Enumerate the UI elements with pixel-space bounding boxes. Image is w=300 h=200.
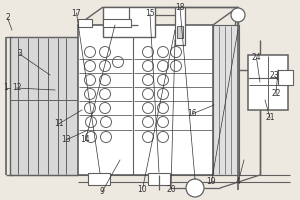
Text: 19: 19 <box>207 178 216 186</box>
Text: 4: 4 <box>236 176 241 186</box>
Text: 16: 16 <box>187 110 197 118</box>
Text: 22: 22 <box>271 90 281 98</box>
Text: 14: 14 <box>81 136 90 144</box>
Text: 10: 10 <box>138 184 147 194</box>
Bar <box>248 55 288 110</box>
Text: 23: 23 <box>270 72 279 80</box>
Bar <box>10 37 78 175</box>
Bar <box>88 173 110 185</box>
Text: 3: 3 <box>17 49 22 58</box>
Bar <box>103 19 131 27</box>
Text: 11: 11 <box>54 119 63 129</box>
Bar <box>175 7 185 45</box>
Text: 24: 24 <box>252 53 261 62</box>
Text: 18: 18 <box>175 3 185 12</box>
Text: 9: 9 <box>100 188 104 196</box>
Text: 17: 17 <box>72 8 81 18</box>
Bar <box>78 25 213 175</box>
Bar <box>278 70 293 85</box>
Text: 20: 20 <box>166 184 176 194</box>
Text: 21: 21 <box>265 114 275 122</box>
Text: 13: 13 <box>61 136 71 144</box>
Bar <box>148 173 170 185</box>
Text: 15: 15 <box>145 9 155 19</box>
Circle shape <box>231 8 245 22</box>
Text: 12: 12 <box>12 83 21 92</box>
Text: 2: 2 <box>5 14 10 22</box>
Text: 1: 1 <box>4 83 8 92</box>
Bar <box>103 7 155 37</box>
Bar <box>78 19 92 27</box>
Bar <box>213 25 239 175</box>
Bar <box>177 26 183 38</box>
Circle shape <box>186 179 204 197</box>
